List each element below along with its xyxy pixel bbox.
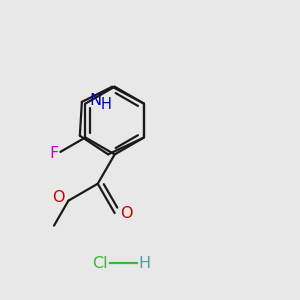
Text: O: O bbox=[120, 206, 133, 220]
Text: N: N bbox=[89, 93, 101, 108]
Text: O: O bbox=[52, 190, 65, 205]
Text: H: H bbox=[138, 256, 150, 271]
Text: Cl: Cl bbox=[92, 256, 108, 271]
Text: H: H bbox=[100, 97, 111, 112]
Text: F: F bbox=[50, 146, 59, 161]
